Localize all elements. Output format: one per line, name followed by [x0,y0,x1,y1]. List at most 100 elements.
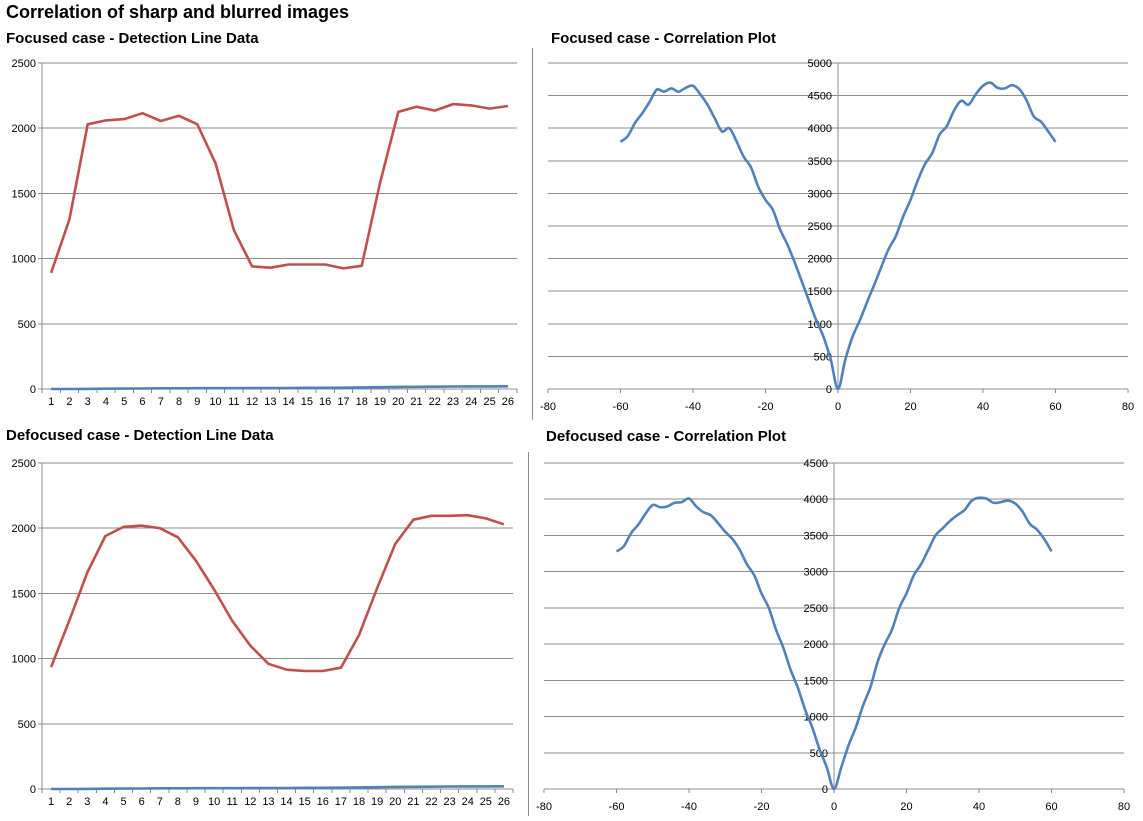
focused-line-y-tick-label: 1500 [12,188,36,200]
defocused-line-x-tick-label: 16 [317,796,329,808]
focused-line-x-tick-label: 19 [374,396,386,408]
defocused-corr-x-tick-label: 0 [831,801,837,813]
defocused-line-x-tick-label: 13 [262,796,274,808]
defocused-line-x-tick-label: 24 [462,796,474,808]
focused-line-y-tick-label: 500 [18,319,36,331]
focused-line-x-tick-label: 20 [392,396,404,408]
focused-line-x-tick-label: 17 [337,396,349,408]
focused-corr-x-tick-label: 60 [1049,401,1061,413]
defocused-corr-x-tick-label: -80 [536,801,552,813]
defocused-corr-y-tick-label: 2000 [804,639,828,651]
defocused-corr-x-tick-label: 60 [1045,801,1057,813]
defocused-line-series-1-line [49,513,505,673]
focused-corr-y-tick-label: 2500 [808,221,832,233]
defocused-line-x-tick-label: 1 [48,796,54,808]
defocused-corr-y-tick-label: 1500 [804,675,828,687]
defocused-line-x-tick-label: 12 [244,796,256,808]
defocused-corr-y-tick-label: 3000 [804,567,828,579]
focused-line-x-tick-label: 12 [246,396,258,408]
focused-corr-x-tick-label: 0 [835,401,841,413]
focused-corr-y-tick-label: 4500 [808,91,832,103]
defocused-corr-x-tick-label: -40 [681,801,697,813]
defocused-line-x-tick-label: 18 [353,796,365,808]
focused-line-x-tick-label: 16 [319,396,331,408]
focused-line-title: Focused case - Detection Line Data [6,30,259,47]
defocused-corr-x-tick-label: 80 [1118,801,1130,813]
focused-line-x-tick-label: 13 [264,396,276,408]
focused-corr-x-tick-label: -80 [540,401,556,413]
focused-line-x-tick-label: 26 [502,396,514,408]
focused-corr-x-tick-label: 20 [904,401,916,413]
focused-line-series-2-line [51,385,508,391]
defocused-line-x-tick-label: 20 [389,796,401,808]
defocused-corr-x-tick-label: 40 [973,801,985,813]
defocused-line-x-tick-label: 19 [371,796,383,808]
defocused-line-x-tick-label: 15 [299,796,311,808]
focused-corr-title: Focused case - Correlation Plot [551,30,777,47]
focused-line-x-tick-label: 2 [66,396,72,408]
focused-corr-y-tick-label: 4000 [808,123,832,135]
panel-divider-bottom [528,452,529,816]
defocused-corr-y-tick-label: 2500 [804,603,828,615]
defocused-line-x-tick-label: 22 [425,796,437,808]
focused-line-x-tick-label: 9 [194,396,200,408]
defocused-line-title: Defocused case - Detection Line Data [6,427,274,444]
defocused-corr-y-tick-label: 4500 [804,458,828,470]
defocused-line-x-tick-label: 4 [102,796,108,808]
focused-corr-y-tick-label: 3000 [808,188,832,200]
defocused-line-y-tick-label: 0 [30,784,36,796]
defocused-line-x-tick-label: 2 [66,796,72,808]
defocused-line-y-tick-label: 2500 [12,458,36,470]
defocused-line-x-tick-label: 9 [193,796,199,808]
defocused-line-y-tick-label: 500 [18,719,36,731]
defocused-line-x-tick-label: 7 [157,796,163,808]
defocused-corr-y-tick-label: 3500 [804,530,828,542]
defocused-line-x-tick-label: 11 [227,796,238,808]
defocused-line-y-tick-label: 1500 [12,588,36,600]
defocused-line-y-tick-label: 1000 [12,654,36,666]
defocused-line-x-tick-label: 23 [443,796,455,808]
defocused-line-series-2-line [51,785,504,791]
defocused-corr-y-tick-label: 4000 [804,494,828,506]
focused-line-x-tick-label: 5 [121,396,127,408]
defocused-corr-title: Defocused case - Correlation Plot [546,428,787,445]
defocused-corr-x-tick-label: -20 [754,801,770,813]
focused-line-x-tick-label: 25 [483,396,495,408]
defocused-corr-series-1-line [615,496,1053,791]
focused-line-x-tick-label: 8 [176,396,182,408]
panel-divider-top [532,48,533,420]
defocused-line-x-tick-label: 14 [280,796,292,808]
focused-corr-x-tick-label: -40 [685,401,701,413]
focused-line-x-tick-label: 14 [283,396,295,408]
focused-corr-y-tick-label: 2000 [808,254,832,266]
focused-line-x-tick-label: 22 [429,396,441,408]
defocused-corr-x-tick-label: 20 [900,801,912,813]
focused-line-x-tick-label: 23 [447,396,459,408]
focused-line-y-tick-label: 2000 [12,123,36,135]
focused-line-x-tick-label: 7 [158,396,164,408]
focused-corr-series-1-line [619,81,1057,391]
defocused-line-y-tick-label: 2000 [12,523,36,535]
focused-corr-y-tick-label: 5000 [808,58,832,70]
defocused-line-x-tick-label: 25 [480,796,492,808]
focused-corr-y-tick-label: 0 [826,384,832,396]
defocused-line-x-tick-label: 26 [498,796,510,808]
focused-line-x-tick-label: 10 [209,396,221,408]
focused-line-x-tick-label: 11 [228,396,239,408]
focused-corr-y-tick-label: 1000 [808,319,832,331]
focused-corr-y-tick-label: 1500 [808,286,832,298]
focused-line-x-tick-label: 24 [465,396,477,408]
focused-corr-y-tick-label: 500 [814,351,832,363]
focused-line-x-tick-label: 1 [48,396,54,408]
focused-line-x-tick-label: 3 [85,396,91,408]
focused-line-x-tick-label: 21 [410,396,422,408]
defocused-line-x-tick-label: 21 [407,796,419,808]
defocused-line-x-tick-label: 3 [84,796,90,808]
defocused-line-x-tick-label: 10 [208,796,220,808]
focused-corr-x-tick-label: -60 [613,401,629,413]
focused-line-x-tick-label: 18 [356,396,368,408]
defocused-line-x-tick-label: 8 [175,796,181,808]
focused-line-x-tick-label: 4 [103,396,109,408]
focused-corr-x-tick-label: 80 [1122,401,1134,413]
